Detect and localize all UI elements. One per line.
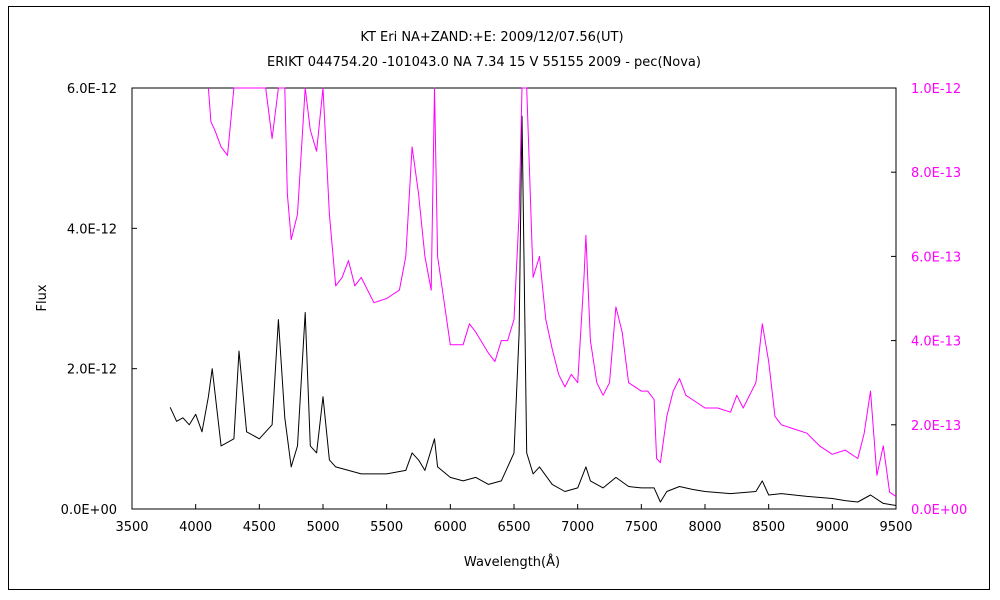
y-right-tick-label: 0.0E+00	[911, 503, 967, 518]
y-left-tick-label: 6.0E-12	[67, 82, 117, 97]
y-axis-label: Flux	[35, 284, 50, 311]
x-tick-label: 7500	[625, 520, 658, 535]
x-tick-label: 9000	[816, 520, 849, 535]
y-right-tick-label: 2.0E-13	[911, 419, 961, 434]
x-tick-label: 8500	[752, 520, 785, 535]
flux-series-right-axis	[207, 87, 897, 497]
chart-frame	[8, 6, 990, 590]
x-tick-label: 5000	[306, 520, 339, 535]
chart-title: KT Eri NA+ZAND:+E: 2009/12/07.56(UT)	[360, 30, 623, 45]
y-right-tick-label: 8.0E-13	[911, 166, 961, 181]
x-tick-label: 5500	[370, 520, 403, 535]
x-tick-label: 4000	[179, 520, 212, 535]
y-left-tick-label: 2.0E-12	[67, 363, 117, 378]
x-tick-label: 4500	[243, 520, 276, 535]
x-tick-label: 8000	[688, 520, 721, 535]
y-right-tick-label: 1.0E-12	[911, 82, 961, 97]
x-tick-label: 9500	[879, 520, 912, 535]
chart-subtitle: ERIKT 044754.20 -101043.0 NA 7.34 15 V 5…	[267, 55, 701, 70]
y-left-tick-label: 0.0E+00	[61, 503, 117, 518]
x-axis-label: Wavelength(Å)	[464, 554, 560, 570]
x-tick-label: 7000	[561, 520, 594, 535]
x-tick-label: 6000	[434, 520, 467, 535]
y-right-tick-label: 4.0E-13	[911, 335, 961, 350]
flux-series-left-axis	[169, 115, 897, 506]
y-right-tick-label: 6.0E-13	[911, 250, 961, 265]
x-tick-label: 3500	[115, 520, 148, 535]
y-left-tick-label: 4.0E-12	[67, 222, 117, 237]
x-tick-label: 6500	[497, 520, 530, 535]
